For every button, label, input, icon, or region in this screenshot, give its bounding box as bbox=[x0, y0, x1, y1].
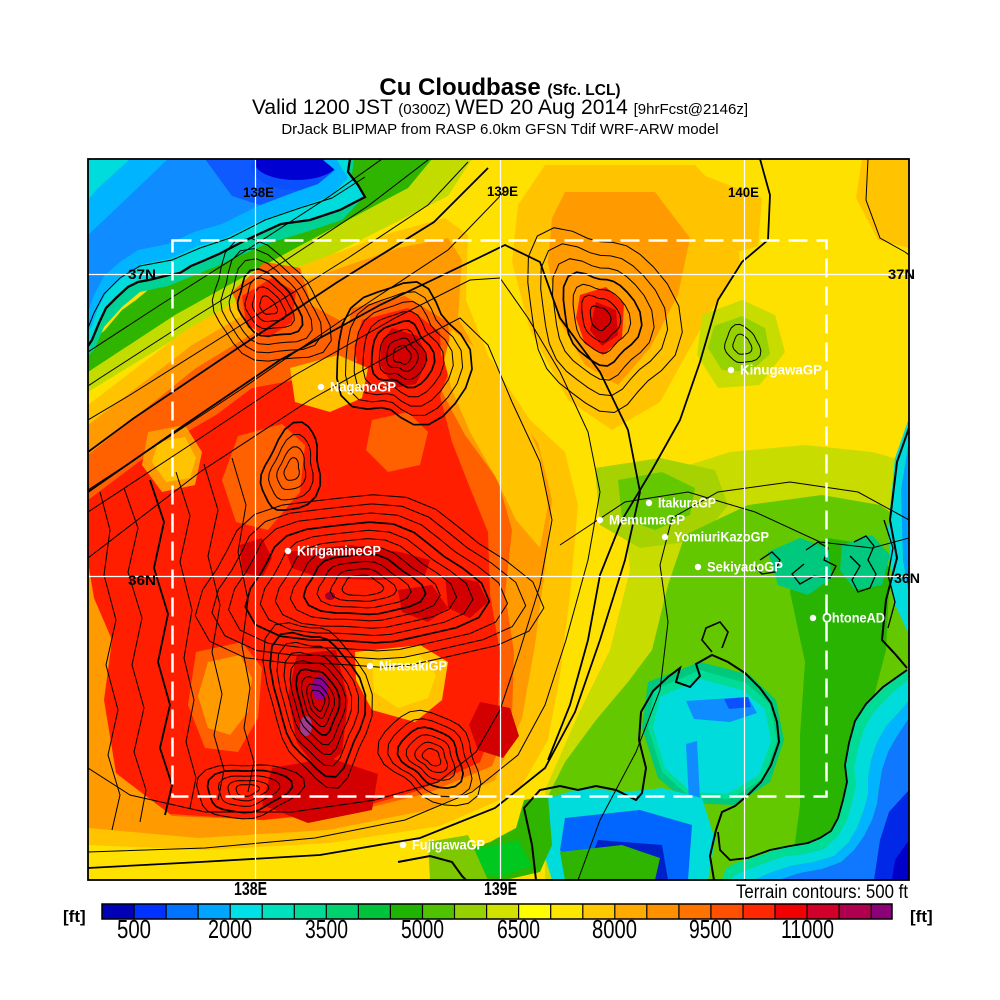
svg-text:[ft]: [ft] bbox=[910, 907, 933, 926]
svg-text:DrJack BLIPMAP from RASP 6.0km: DrJack BLIPMAP from RASP 6.0km GFSN Tdif… bbox=[281, 121, 718, 138]
svg-text:36N: 36N bbox=[894, 570, 920, 586]
svg-text:2000: 2000 bbox=[208, 914, 252, 944]
svg-text:NaganoGP: NaganoGP bbox=[330, 380, 396, 395]
svg-text:Cu Cloudbase (Sfc. LCL): Cu Cloudbase (Sfc. LCL) bbox=[379, 74, 620, 101]
svg-text:KinugawaGP: KinugawaGP bbox=[740, 363, 822, 378]
svg-text:140E: 140E bbox=[728, 184, 759, 200]
svg-text:FujigawaGP: FujigawaGP bbox=[412, 838, 485, 853]
svg-text:KirigamineGP: KirigamineGP bbox=[297, 544, 381, 559]
svg-text:5000: 5000 bbox=[401, 914, 444, 944]
svg-text:36N: 36N bbox=[128, 572, 156, 588]
svg-text:Valid 1200 JST (0300Z) WED 20: Valid 1200 JST (0300Z) WED 20 Aug 2014 [… bbox=[252, 96, 748, 119]
svg-text:8000: 8000 bbox=[592, 914, 637, 944]
svg-text:ItakuraGP: ItakuraGP bbox=[658, 496, 716, 511]
svg-text:500: 500 bbox=[117, 914, 151, 944]
svg-text:138E: 138E bbox=[234, 879, 267, 899]
svg-text:OhtoneAD: OhtoneAD bbox=[822, 611, 885, 626]
svg-text:139E: 139E bbox=[484, 879, 517, 899]
svg-text:138E: 138E bbox=[243, 184, 274, 200]
svg-text:9500: 9500 bbox=[689, 914, 732, 944]
svg-text:3500: 3500 bbox=[305, 914, 348, 944]
svg-text:Terrain contours: 500 ft: Terrain contours: 500 ft bbox=[736, 882, 909, 903]
svg-text:139E: 139E bbox=[487, 183, 518, 199]
svg-text:MemumaGP: MemumaGP bbox=[609, 513, 685, 528]
svg-text:YomiuriKazoGP: YomiuriKazoGP bbox=[674, 530, 769, 545]
svg-text:11000: 11000 bbox=[781, 914, 834, 944]
svg-text:6500: 6500 bbox=[497, 914, 540, 944]
svg-text:[ft]: [ft] bbox=[63, 907, 86, 926]
svg-text:NirasakiGP: NirasakiGP bbox=[379, 659, 447, 674]
svg-text:37N: 37N bbox=[888, 266, 915, 282]
svg-text:37N: 37N bbox=[128, 266, 156, 282]
svg-text:SekiyadoGP: SekiyadoGP bbox=[707, 560, 783, 575]
